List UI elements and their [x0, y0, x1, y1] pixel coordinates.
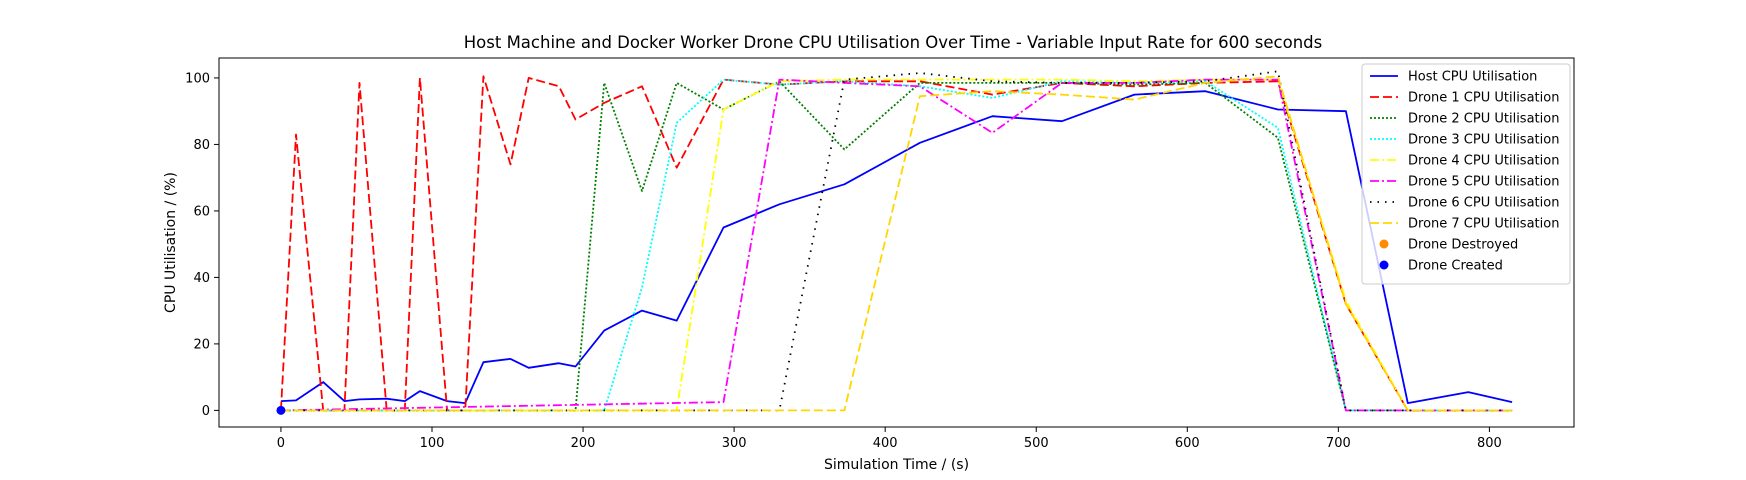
- legend: Host CPU Utilisation Drone 1 CPU Utilisat…: [1361, 63, 1571, 285]
- legend-label-7: Drone 6 CPU Utilisation: [1408, 196, 1559, 211]
- x-tick-label: 100: [420, 436, 445, 451]
- y-tick-label: 100: [185, 71, 210, 86]
- y-axis-label: CPU Utilisation / (%): [163, 172, 179, 313]
- marker-2-point-1: [276, 405, 286, 415]
- legend-label-1: Host CPU Utilisation: [1408, 70, 1537, 85]
- legend-box: [1361, 63, 1571, 285]
- chart-title: Host Machine and Docker Worker Drone CPU…: [464, 33, 1323, 52]
- y-tick-label: 20: [193, 337, 210, 352]
- plot-area: [218, 57, 1575, 428]
- series-line-1: [280, 90, 1513, 404]
- x-tick-label: 400: [873, 436, 898, 451]
- marker-layer: [276, 405, 286, 415]
- y-axis: 0 20 40 60 80 100: [185, 71, 219, 419]
- legend-marker-1: [1379, 239, 1389, 249]
- series-line-4: [280, 78, 1513, 412]
- legend-label-5: Drone 4 CPU Utilisation: [1408, 154, 1559, 169]
- x-axis: 0 100 200 300 400 500 600 700 800: [277, 427, 1502, 451]
- series-line-8: [280, 75, 1513, 412]
- series-line-6: [280, 78, 1513, 412]
- y-tick-label: 80: [193, 138, 210, 153]
- y-tick-label: 60: [193, 204, 210, 219]
- y-tick-label: 0: [202, 404, 210, 419]
- legend-label-3: Drone 2 CPU Utilisation: [1408, 112, 1559, 127]
- legend-marker-label-2: Drone Created: [1408, 259, 1503, 274]
- x-axis-label: Simulation Time / (s): [824, 457, 969, 473]
- legend-label-2: Drone 1 CPU Utilisation: [1408, 91, 1559, 106]
- series-line-7: [280, 70, 1513, 412]
- legend-label-4: Drone 3 CPU Utilisation: [1408, 133, 1559, 148]
- legend-marker-2: [1379, 260, 1389, 270]
- series-layer: [280, 70, 1513, 412]
- legend-label-6: Drone 5 CPU Utilisation: [1408, 175, 1559, 190]
- x-tick-label: 300: [722, 436, 747, 451]
- legend-marker-label-1: Drone Destroyed: [1408, 238, 1518, 253]
- x-tick-label: 0: [277, 436, 285, 451]
- x-tick-label: 200: [571, 436, 596, 451]
- x-tick-label: 500: [1024, 436, 1049, 451]
- x-tick-label: 700: [1326, 436, 1351, 451]
- x-tick-label: 800: [1477, 436, 1502, 451]
- x-tick-label: 600: [1175, 436, 1200, 451]
- y-tick-label: 40: [193, 271, 210, 286]
- legend-label-8: Drone 7 CPU Utilisation: [1408, 217, 1559, 232]
